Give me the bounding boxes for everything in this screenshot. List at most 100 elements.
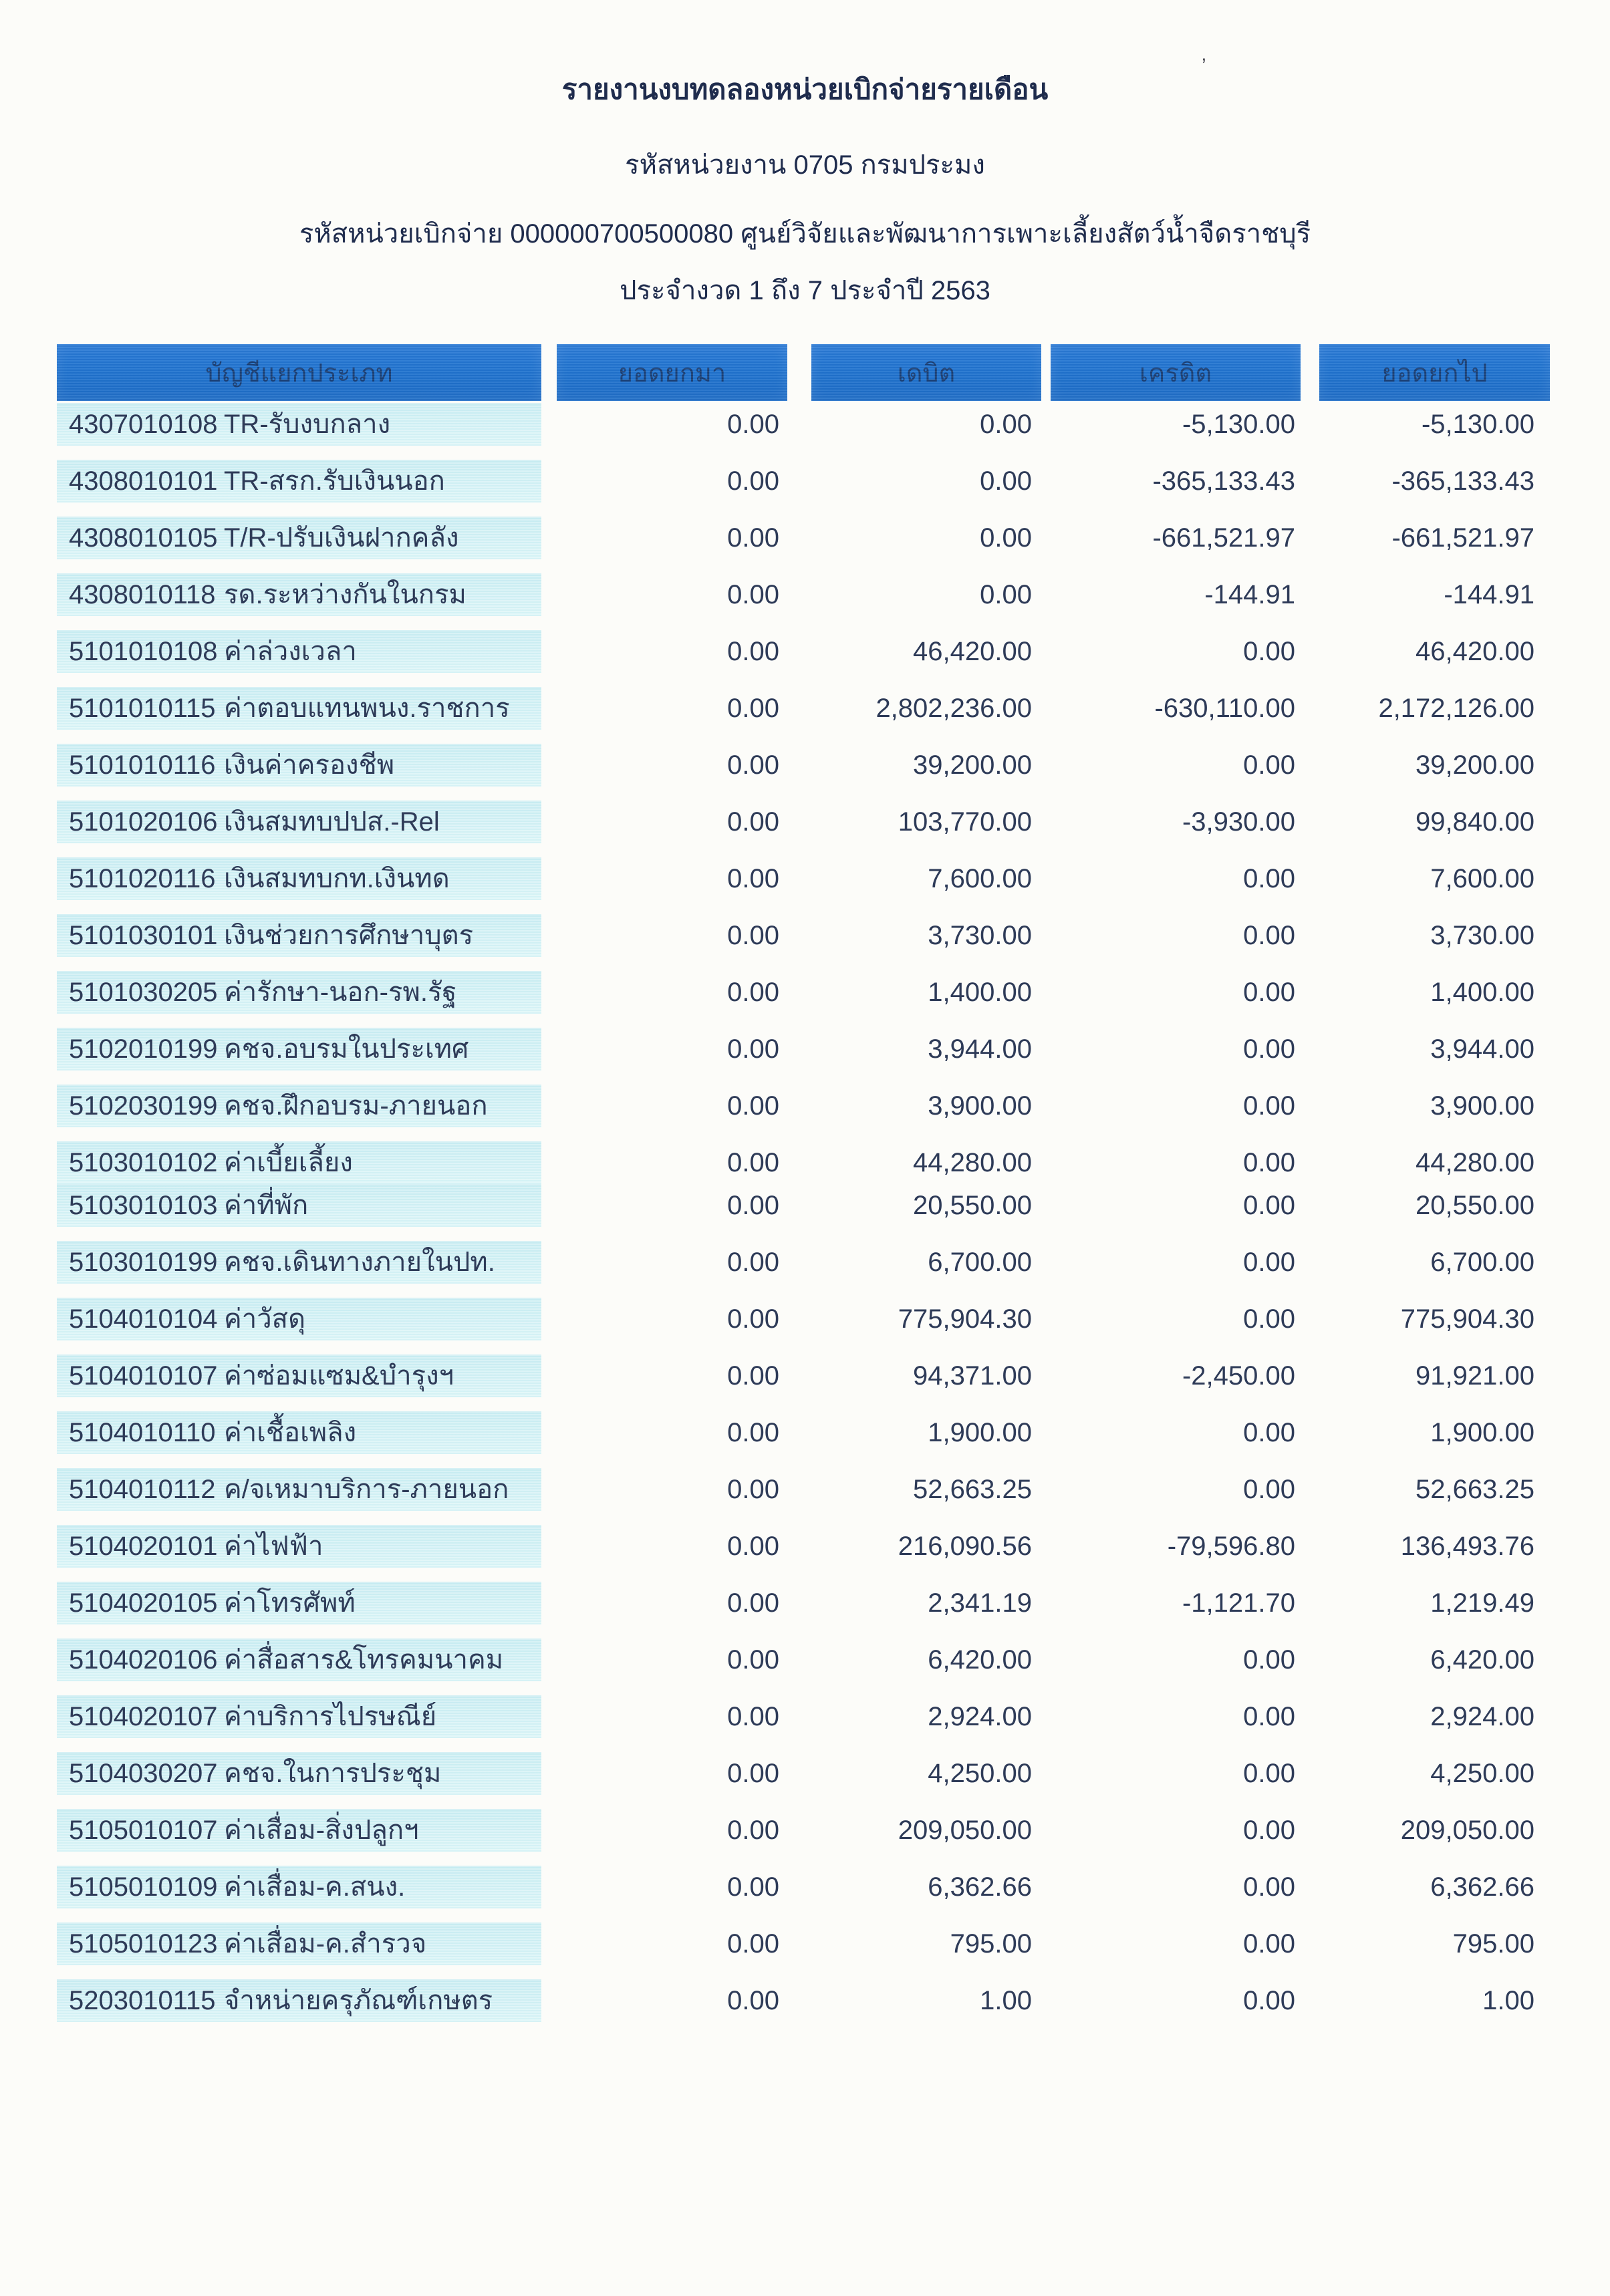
account-band — [57, 1809, 541, 1852]
account-band — [57, 1141, 541, 1184]
account-band — [57, 1184, 541, 1227]
debit-cell: 103,770.00 — [898, 807, 1032, 837]
account-code-cell: 5101010115 — [69, 694, 216, 723]
carry-forward-cell: 0.00 — [727, 750, 779, 780]
carry-forward-cell: 0.00 — [727, 864, 779, 893]
account-band — [57, 1354, 541, 1397]
account-band — [57, 573, 541, 616]
debit-cell: 2,924.00 — [928, 1702, 1032, 1731]
credit-cell: 0.00 — [1243, 1191, 1295, 1220]
balance-cell: 136,493.76 — [1400, 1532, 1534, 1561]
balance-cell: 6,420.00 — [1430, 1645, 1534, 1675]
account-name-cell: เงินสมทบกท.เงินทด — [224, 864, 450, 893]
carry-forward-cell: 0.00 — [727, 921, 779, 950]
debit-cell: 46,420.00 — [913, 637, 1032, 666]
table-row: 5104030207 คชจ.ในการประชุม 0.00 4,250.00… — [0, 1752, 1610, 1795]
carry-forward-cell: 0.00 — [727, 1759, 779, 1788]
account-code-cell: 4307010108 — [69, 410, 218, 439]
debit-cell: 2,802,236.00 — [876, 694, 1032, 723]
account-name-cell: เงินช่วยการศึกษาบุตร — [224, 921, 474, 950]
credit-cell: -661,521.97 — [1152, 523, 1295, 553]
account-code-cell: 5102030199 — [69, 1091, 218, 1121]
debit-cell: 0.00 — [980, 410, 1032, 439]
account-band — [57, 1922, 541, 1965]
balance-cell: 46,420.00 — [1416, 637, 1534, 666]
balance-cell: -144.91 — [1444, 580, 1534, 609]
table-row: 5203010115 จำหน่ายครุภัณฑ์เกษตร 0.00 1.0… — [0, 1979, 1610, 2022]
table-row: 5105010109 ค่าเสื่อม-ค.สนง. 0.00 6,362.6… — [0, 1866, 1610, 1908]
table-row: 5101010108 ค่าล่วงเวลา 0.00 46,420.00 0.… — [0, 630, 1610, 673]
table-row: 5101030205 ค่ารักษา-นอก-รพ.รัฐ 0.00 1,40… — [0, 971, 1610, 1014]
carry-forward-cell: 0.00 — [727, 1418, 779, 1447]
table-row: 5103010199 คชจ.เดินทางภายในปท. 0.00 6,70… — [0, 1241, 1610, 1284]
table-row: 5103010102 ค่าเบี้ยเลี้ยง 0.00 44,280.00… — [0, 1141, 1610, 1184]
credit-cell: 0.00 — [1243, 1872, 1295, 1902]
account-name-cell: ค่าล่วงเวลา — [224, 637, 357, 666]
credit-cell: -144.91 — [1204, 580, 1295, 609]
carry-forward-cell: 0.00 — [727, 1588, 779, 1618]
account-band — [57, 914, 541, 957]
debit-cell: 1.00 — [980, 1986, 1032, 2015]
account-name-cell: คชจ.อบรมในประเทศ — [224, 1034, 469, 1064]
account-name-cell: TR-สรก.รับเงินนอก — [224, 466, 445, 496]
debit-cell: 0.00 — [980, 466, 1032, 496]
carry-forward-cell: 0.00 — [727, 523, 779, 553]
account-name-cell: คชจ.ฝึกอบรม-ภายนอก — [224, 1091, 488, 1121]
account-code-cell: 5104020106 — [69, 1645, 218, 1675]
table-rows: 4307010108 TR-รับงบกลาง 0.00 0.00 -5,130… — [0, 403, 1610, 2036]
account-band — [57, 744, 541, 786]
carry-forward-cell: 0.00 — [727, 1191, 779, 1220]
balance-cell: 44,280.00 — [1416, 1148, 1534, 1177]
table-row: 5104010104 ค่าวัสดุ 0.00 775,904.30 0.00… — [0, 1298, 1610, 1340]
balance-cell: 2,924.00 — [1430, 1702, 1534, 1731]
account-band — [57, 1582, 541, 1624]
account-name-cell: T/R-ปรับเงินฝากคลัง — [224, 523, 459, 553]
table-row: 5104020105 ค่าโทรศัพท์ 0.00 2,341.19 -1,… — [0, 1582, 1610, 1624]
carry-forward-cell: 0.00 — [727, 637, 779, 666]
carry-forward-cell: 0.00 — [727, 1986, 779, 2015]
account-name-cell: ค่ารักษา-นอก-รพ.รัฐ — [224, 978, 457, 1007]
credit-cell: -365,133.43 — [1152, 466, 1295, 496]
account-code-cell: 5104010112 — [69, 1475, 216, 1504]
debit-cell: 0.00 — [980, 523, 1032, 553]
account-band — [57, 1979, 541, 2022]
account-code-cell: 5104020101 — [69, 1532, 218, 1561]
table-row: 5101020116 เงินสมทบกท.เงินทด 0.00 7,600.… — [0, 857, 1610, 900]
table-row: 5101010116 เงินค่าครองชีพ 0.00 39,200.00… — [0, 744, 1610, 786]
account-band — [57, 1411, 541, 1454]
account-name-cell: เงินค่าครองชีพ — [224, 750, 395, 780]
balance-cell: 1,219.49 — [1430, 1588, 1534, 1618]
credit-cell: 0.00 — [1243, 864, 1295, 893]
account-name-cell: ค/จเหมาบริการ-ภายนอก — [224, 1475, 509, 1504]
balance-cell: 1,400.00 — [1430, 978, 1534, 1007]
account-band — [57, 1695, 541, 1738]
account-band — [57, 517, 541, 559]
table-row: 5104010110 ค่าเชื้อเพลิง 0.00 1,900.00 0… — [0, 1411, 1610, 1454]
column-header-account: บัญชีแยกประเภท — [57, 344, 541, 401]
balance-cell: 3,730.00 — [1430, 921, 1534, 950]
carry-forward-cell: 0.00 — [727, 1532, 779, 1561]
account-name-cell: ค่าเสื่อม-ค.สำรวจ — [224, 1929, 427, 1959]
account-name-cell: ค่าเสื่อม-สิ่งปลูกฯ — [224, 1816, 419, 1845]
credit-cell: 0.00 — [1243, 921, 1295, 950]
debit-cell: 39,200.00 — [913, 750, 1032, 780]
credit-cell: 0.00 — [1243, 1304, 1295, 1334]
account-band — [57, 971, 541, 1014]
credit-cell: 0.00 — [1243, 1091, 1295, 1121]
account-name-cell: ค่าเชื้อเพลิง — [224, 1418, 357, 1447]
carry-forward-cell: 0.00 — [727, 978, 779, 1007]
account-code-cell: 5104020105 — [69, 1588, 218, 1618]
carry-forward-cell: 0.00 — [727, 1248, 779, 1277]
report-title: รายงานงบทดลองหน่วยเบิกจ่ายรายเดือน — [561, 74, 1049, 105]
balance-cell: 2,172,126.00 — [1378, 694, 1534, 723]
balance-cell: -5,130.00 — [1421, 410, 1534, 439]
credit-cell: 0.00 — [1243, 1929, 1295, 1959]
carry-forward-cell: 0.00 — [727, 1872, 779, 1902]
carry-forward-cell: 0.00 — [727, 1034, 779, 1064]
account-code-cell: 5101010116 — [69, 750, 216, 780]
debit-cell: 3,730.00 — [928, 921, 1032, 950]
account-name-cell: ค่าตอบแทนพนง.ราชการ — [224, 694, 510, 723]
account-code-cell: 5101010108 — [69, 637, 218, 666]
debit-cell: 6,700.00 — [928, 1248, 1032, 1277]
table-row: 5102030199 คชจ.ฝึกอบรม-ภายนอก 0.00 3,900… — [0, 1085, 1610, 1127]
